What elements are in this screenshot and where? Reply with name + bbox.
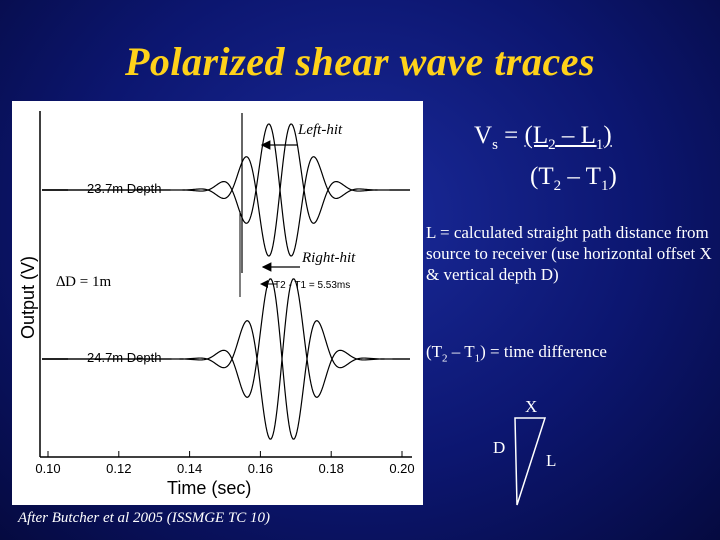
x-tick-label-2: 0.14 [177, 461, 202, 476]
left-hit-label: Left-hit [297, 122, 343, 138]
trace-upper-right-hit [42, 123, 410, 257]
source-caption: After Butcher et al 2005 (ISSMGE TC 10) [18, 510, 271, 526]
x-tick-label-4: 0.18 [319, 461, 344, 476]
time-diff-label: T2 - T1 = 5.53ms [274, 280, 350, 291]
offset-triangle [514, 417, 547, 506]
x-tick-label-5: 0.20 [389, 461, 414, 476]
chart-panel: 0.10 0.12 0.14 0.16 0.18 0.20 23.7m Depth 24.… [12, 101, 423, 505]
right-hit-label: Right-hit [301, 250, 356, 266]
length-definition: L = calculated straight path distance fr… [426, 223, 712, 284]
velocity-formula: Vs = (L2 – L1) (T2 – T1) [474, 122, 617, 194]
depth-label-upper: 23.7m Depth [87, 181, 161, 196]
x-axis-label: Time (sec) [167, 478, 251, 498]
x-tick-label-1: 0.12 [106, 461, 131, 476]
triangle-label-l: L [546, 451, 557, 470]
delta-d-label: ∆D = 1m [56, 274, 111, 290]
y-axis-label: Output (V) [18, 256, 38, 339]
x-ticks: 0.10 0.12 0.14 0.16 0.18 0.20 [35, 451, 415, 476]
depth-label-lower: 24.7m Depth [87, 350, 161, 365]
time-definition: (T2 – T1) = time difference [426, 342, 607, 365]
x-tick-label-3: 0.16 [248, 461, 273, 476]
triangle-label-x: X [525, 397, 538, 416]
trace-chart: 0.10 0.12 0.14 0.16 0.18 0.20 23.7m Depth 24.… [18, 111, 415, 498]
slide-title: Polarized shear wave traces [124, 39, 596, 84]
x-tick-label-0: 0.10 [35, 461, 60, 476]
trace-lower-right-hit [42, 278, 410, 440]
triangle-label-d: D [493, 438, 506, 457]
